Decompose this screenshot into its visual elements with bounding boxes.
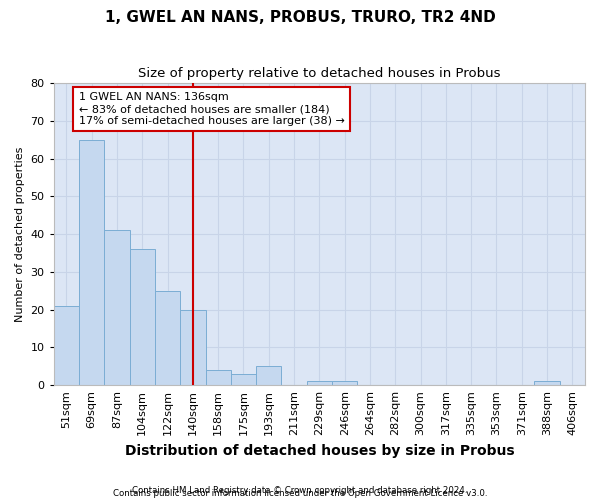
Bar <box>79 140 104 385</box>
Bar <box>206 370 231 385</box>
X-axis label: Distribution of detached houses by size in Probus: Distribution of detached houses by size … <box>125 444 514 458</box>
Bar <box>231 374 256 385</box>
Bar <box>130 249 155 385</box>
Text: 1 GWEL AN NANS: 136sqm
← 83% of detached houses are smaller (184)
17% of semi-de: 1 GWEL AN NANS: 136sqm ← 83% of detached… <box>79 92 345 126</box>
Bar <box>256 366 281 385</box>
Text: Contains public sector information licensed under the Open Government Licence v3: Contains public sector information licen… <box>113 488 487 498</box>
Bar <box>155 291 180 385</box>
Y-axis label: Number of detached properties: Number of detached properties <box>15 146 25 322</box>
Bar <box>307 382 332 385</box>
Bar <box>535 382 560 385</box>
Bar <box>104 230 130 385</box>
Title: Size of property relative to detached houses in Probus: Size of property relative to detached ho… <box>138 68 500 80</box>
Text: 1, GWEL AN NANS, PROBUS, TRURO, TR2 4ND: 1, GWEL AN NANS, PROBUS, TRURO, TR2 4ND <box>104 10 496 25</box>
Text: Contains HM Land Registry data © Crown copyright and database right 2024.: Contains HM Land Registry data © Crown c… <box>132 486 468 495</box>
Bar <box>180 310 206 385</box>
Bar <box>332 382 358 385</box>
Bar <box>54 306 79 385</box>
